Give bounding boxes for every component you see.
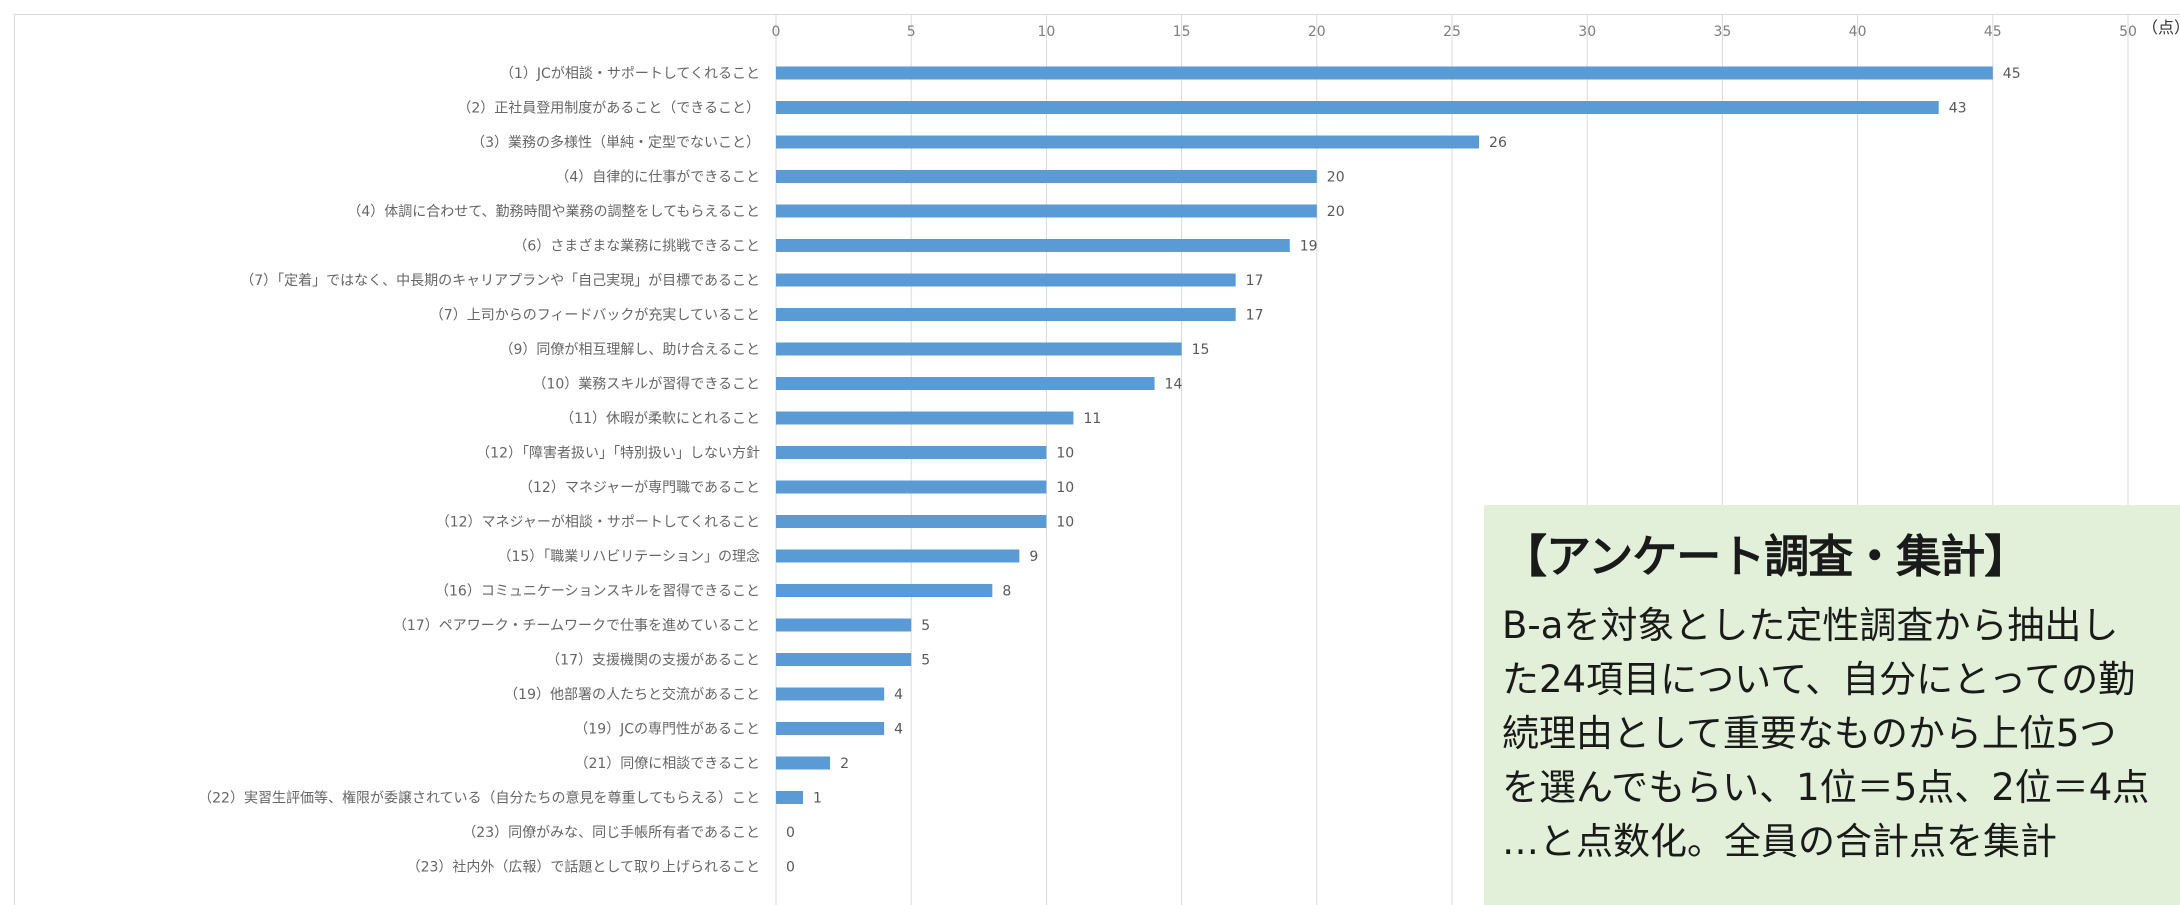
category-label: （7）「定着」ではなく、中長期のキャリアプランや「自己実現」が目標であること	[240, 273, 760, 289]
note-line: …と点数化。全員の合計点を集計	[1502, 820, 2057, 863]
bar	[776, 480, 1047, 494]
category-label: （4）自律的に仕事ができること	[555, 170, 760, 186]
bar	[776, 204, 1317, 218]
data-label: 0	[786, 825, 795, 841]
category-label: （4）体調に合わせて、勤務時間や業務の調整をしてもらえること	[347, 204, 760, 220]
category-label: （23）同僚がみな、同じ手帳所有者であること	[462, 825, 760, 841]
data-label: 4	[894, 722, 903, 738]
bar	[776, 170, 1317, 183]
bar	[776, 549, 1020, 563]
x-tick-label: 25	[1443, 24, 1461, 40]
data-label: 11	[1083, 411, 1101, 427]
category-label: （21）同僚に相談できること	[574, 756, 760, 772]
category-label: （12）マネジャーが専門職であること	[519, 480, 760, 496]
x-tick-label: 50	[2119, 24, 2137, 40]
bar	[776, 377, 1155, 390]
bar	[776, 411, 1074, 425]
category-label: （6）さまざまな業務に挑戦できること	[513, 238, 760, 255]
category-label: （7）上司からのフィードバックが充実していること	[430, 308, 760, 324]
category-label: （2）正社員登用制度があること（できること）	[457, 101, 760, 117]
data-label: 20	[1327, 204, 1345, 220]
bar	[776, 791, 804, 804]
note-title: 【アンケート調査・集計】	[1502, 530, 2029, 583]
note-line: B-aを対象とした定性調査から抽出し	[1502, 604, 2119, 647]
bar	[776, 515, 1047, 528]
bar	[776, 239, 1290, 252]
note-line: た24項目について、自分にとっての勤	[1502, 658, 2136, 701]
bar	[776, 135, 1480, 149]
data-label: 5	[921, 618, 930, 634]
unit-label: （点）	[2142, 18, 2180, 37]
note-line: を選んでもらい、1位＝5点、2位＝4点	[1502, 766, 2150, 809]
data-label: 10	[1056, 480, 1074, 496]
data-label: 14	[1165, 377, 1183, 393]
category-label: （9）同僚が相互理解し、助け合えること	[500, 342, 761, 358]
x-tick-label: 5	[907, 24, 916, 40]
data-label: 0	[786, 860, 795, 876]
note-line: 続理由として重要なものから上位5つ	[1502, 712, 2117, 755]
x-tick-label: 0	[772, 24, 781, 40]
data-label: 19	[1300, 239, 1318, 255]
category-label: （19）他部署の人たちと交流があること	[504, 686, 760, 703]
category-label: （3）業務の多様性（単純・定型でないこと）	[471, 134, 760, 151]
data-label: 1	[813, 791, 822, 807]
x-tick-label: 15	[1173, 24, 1191, 40]
category-label: （17）ペアワーク・チームワークで仕事を進めていること	[393, 618, 760, 634]
survey-note-box: 【アンケート調査・集計】 B-aを対象とした定性調査から抽出し た24項目につい…	[1484, 505, 2180, 905]
x-tick-label: 20	[1308, 24, 1326, 40]
x-axis-ticks: 0 5 10 15 20 25 30 35 40 45 50	[772, 24, 2137, 40]
chart-frame	[14, 14, 2180, 905]
category-label: （11）休暇が柔軟にとれること	[560, 411, 760, 427]
bar	[776, 273, 1236, 287]
data-label: 26	[1489, 135, 1507, 151]
data-label: 9	[1029, 549, 1038, 565]
data-label: 2	[840, 756, 849, 772]
bar	[776, 618, 912, 632]
bar	[776, 687, 885, 701]
data-label: 15	[1192, 342, 1210, 358]
bar	[776, 308, 1236, 321]
data-label: 5	[921, 653, 930, 669]
data-label: 10	[1056, 446, 1074, 462]
category-label: （12）「障害者扱い」「特別扱い」しない方針	[476, 446, 760, 462]
bar	[776, 722, 885, 735]
bar	[776, 653, 912, 666]
data-label: 43	[1949, 101, 1967, 117]
category-label: （19）JCの専門性があること	[574, 722, 760, 738]
category-label: （16）コミュニケーションスキルを習得できること	[435, 583, 760, 600]
x-tick-label: 40	[1849, 24, 1867, 40]
data-label: 45	[2003, 66, 2021, 82]
x-tick-label: 10	[1037, 24, 1055, 40]
category-label: （12）マネジャーが相談・サポートしてくれること	[436, 515, 760, 531]
data-label: 10	[1056, 515, 1074, 531]
category-label: （10）業務スキルが習得できること	[532, 376, 760, 393]
bar	[776, 342, 1182, 356]
data-label: 20	[1327, 170, 1345, 186]
data-label: 17	[1246, 308, 1264, 324]
category-label: （15）「職業リハビリテーション」の理念	[497, 548, 760, 565]
category-label: （17）支援機関の支援があること	[546, 653, 760, 669]
category-label: （23）社内外（広報）で話題として取り上げられること	[407, 859, 760, 876]
x-tick-label: 30	[1578, 24, 1596, 40]
x-tick-label: 45	[1984, 24, 2002, 40]
bar	[776, 101, 1939, 114]
bar	[776, 446, 1047, 459]
data-label: 17	[1246, 273, 1264, 289]
category-label: （22）実習生評価等、権限が委譲されている（自分たちの意見を尊重してもらえる）こ…	[198, 790, 760, 807]
bars	[776, 66, 1993, 804]
x-tick-label: 35	[1713, 24, 1731, 40]
bar	[776, 756, 831, 770]
category-labels: （1）JCが相談・サポートしてくれること （2）正社員登用制度があること（できるこ…	[198, 66, 760, 876]
data-label: 8	[1002, 584, 1011, 600]
bar	[776, 584, 993, 597]
category-label: （1）JCが相談・サポートしてくれること	[500, 66, 760, 82]
data-label: 4	[894, 687, 903, 703]
bar	[776, 66, 1993, 80]
